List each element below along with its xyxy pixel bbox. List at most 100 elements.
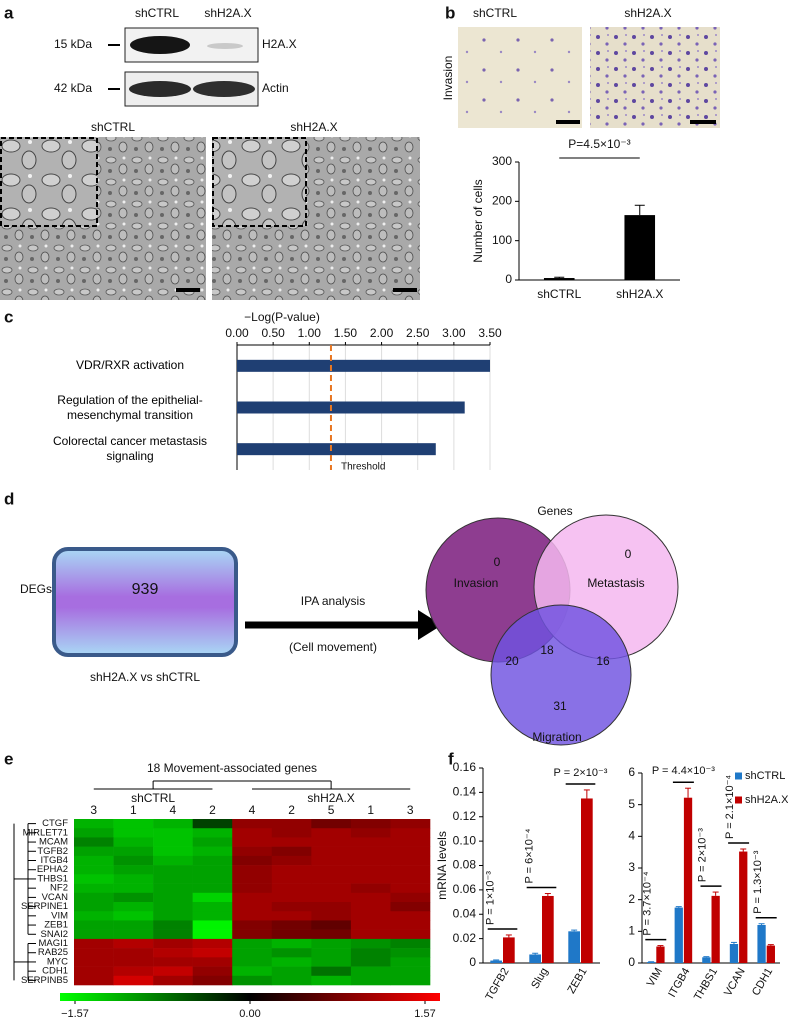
- heat-cell: [192, 902, 233, 912]
- y-tick-label: 0.04: [453, 906, 477, 920]
- heat-cell: [113, 929, 154, 940]
- heat-cell: [271, 828, 312, 838]
- venn-set-label: Invasion: [454, 576, 499, 590]
- y-tick-label: 0: [505, 272, 512, 286]
- heat-cell: [113, 938, 154, 949]
- heat-cell: [113, 874, 154, 884]
- y-tick-label: 2: [628, 892, 635, 906]
- y-tick-label: 0.12: [453, 809, 477, 823]
- heat-cell: [153, 865, 193, 875]
- legend-label: shCTRL: [745, 770, 785, 782]
- row-label: ITGB4: [41, 855, 68, 866]
- panel-label: c: [4, 307, 13, 326]
- bar: [237, 359, 490, 372]
- step-note: (Cell movement): [289, 640, 377, 654]
- blot-marker: 42 kDa: [54, 81, 92, 95]
- panel-label: e: [4, 749, 13, 768]
- bar: [711, 895, 720, 963]
- row-label: SERPINE1: [21, 901, 68, 912]
- heat-cell: [311, 902, 352, 912]
- y-tick-label: VDR/RXR activation: [75, 358, 185, 373]
- bar: [739, 851, 748, 963]
- colorbar-label: 0.00: [239, 1008, 260, 1020]
- heat-cell: [311, 957, 352, 967]
- heat-cell: [232, 966, 273, 977]
- heat-cell: [74, 846, 114, 857]
- arrow-head: [418, 610, 442, 640]
- y-tick-label: 0: [628, 955, 635, 969]
- row-label: MCAM: [39, 837, 68, 848]
- heat-cell: [311, 920, 352, 930]
- heat-cell: [350, 911, 391, 921]
- heat-cell: [153, 828, 193, 838]
- heat-cell: [113, 837, 154, 847]
- heat-cell: [192, 920, 233, 930]
- heat-cell: [350, 957, 391, 967]
- heat-cell: [311, 846, 352, 857]
- heat-cell: [232, 929, 273, 940]
- venn-count: 0: [494, 555, 501, 569]
- heat-cell: [232, 837, 273, 847]
- category-box: VDR/RXR activation: [75, 358, 185, 373]
- heat-cell: [153, 874, 193, 884]
- heat-cell: [232, 828, 273, 838]
- heat-cell: [390, 846, 431, 857]
- significance-label: P = 2×10⁻³: [697, 828, 709, 882]
- heat-cell: [74, 929, 114, 940]
- heat-cell: [74, 957, 114, 967]
- heat-cell: [153, 957, 193, 967]
- invasion-image: [590, 27, 720, 128]
- category-box: Colorectal cancer metastasis signaling: [53, 434, 207, 463]
- heat-cell: [271, 883, 312, 894]
- heat-cell: [113, 865, 154, 875]
- legend-swatch: [735, 772, 742, 780]
- x-tick-label: 3.00: [442, 326, 466, 340]
- heat-cell: [192, 929, 233, 940]
- heat-cell: [113, 902, 154, 912]
- row-label: CTGF: [42, 818, 68, 829]
- workflow-input-label: DEGs: [20, 582, 52, 596]
- invasion-image: [458, 27, 582, 128]
- heat-cell: [74, 819, 114, 829]
- micrograph-label: shH2A.X: [290, 120, 337, 134]
- x-tick-label: 0.00: [225, 326, 249, 340]
- heat-cell: [350, 819, 391, 829]
- blot-label: H2A.X: [262, 37, 297, 51]
- heat-cell: [350, 966, 391, 977]
- sample-label: 4: [170, 803, 177, 817]
- row-label: NF2: [50, 883, 68, 894]
- x-tick-label: 3.50: [478, 326, 502, 340]
- heat-cell: [74, 892, 114, 903]
- heat-cell: [390, 828, 431, 838]
- panel-label: b: [445, 3, 455, 22]
- heat-cell: [390, 929, 431, 940]
- heat-cell: [350, 892, 391, 903]
- heat-cell: [192, 957, 233, 967]
- heat-cell: [271, 957, 312, 967]
- sample-label: 3: [90, 803, 97, 817]
- sample-label: 5: [328, 803, 335, 817]
- heat-cell: [390, 948, 431, 958]
- heat-cell: [153, 920, 193, 930]
- heat-cell: [232, 819, 273, 829]
- image-axis-label: Invasion: [441, 56, 455, 101]
- bar: [729, 944, 739, 963]
- y-tick-label: 5: [628, 797, 635, 811]
- heat-cell: [271, 902, 312, 912]
- heat-cell: [390, 938, 431, 949]
- heat-cell: [271, 892, 312, 903]
- heat-cell: [311, 892, 352, 903]
- heat-cell: [350, 902, 391, 912]
- venn-set-label: Migration: [532, 730, 581, 744]
- heat-cell: [350, 948, 391, 958]
- colorbar-label: −1.57: [61, 1008, 89, 1020]
- heat-cell: [192, 975, 233, 986]
- heat-cell: [74, 874, 114, 884]
- legend-swatch: [735, 796, 742, 804]
- bar: [683, 797, 693, 963]
- heat-cell: [192, 865, 233, 875]
- y-tick-label: 0: [469, 955, 476, 969]
- heat-cell: [271, 920, 312, 930]
- row-label: MIRLET71: [23, 827, 68, 838]
